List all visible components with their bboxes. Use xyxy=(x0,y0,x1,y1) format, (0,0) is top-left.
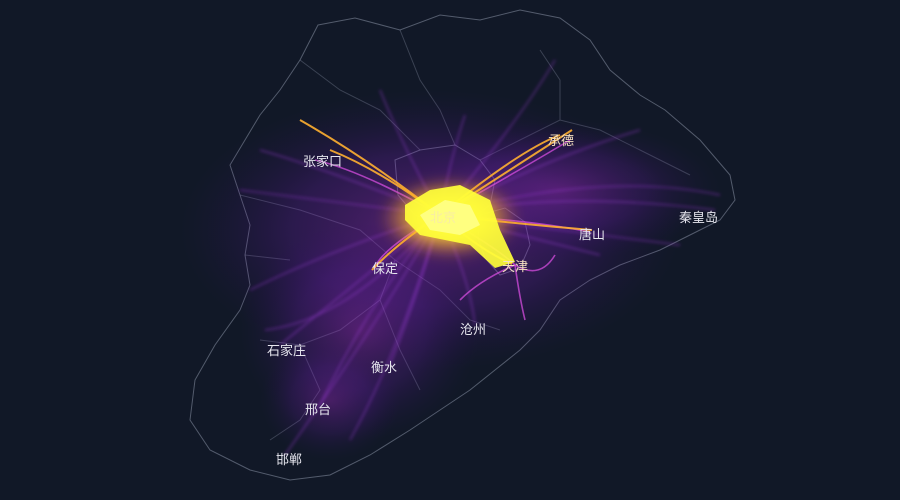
city-label-handan[interactable]: 邯郸 xyxy=(276,453,302,468)
city-label-tianjin[interactable]: 天津 xyxy=(502,260,528,275)
hub-core xyxy=(380,178,520,268)
city-label-chengde[interactable]: 承德 xyxy=(548,134,574,149)
city-label-baoding[interactable]: 保定 xyxy=(372,262,398,277)
city-label-shijiazhuang[interactable]: 石家庄 xyxy=(267,343,306,359)
city-label-xingtai[interactable]: 邢台 xyxy=(305,403,331,418)
city-label-tangshan[interactable]: 唐山 xyxy=(579,227,605,243)
city-labels: 张家口 承德 秦皇岛 唐山 天津 北京 保定 沧州 石家庄 衡水 邢台 邯郸 xyxy=(267,134,718,468)
city-label-zhangjiakou[interactable]: 张家口 xyxy=(303,154,342,170)
flow-haze xyxy=(180,90,720,460)
city-label-beijing[interactable]: 北京 xyxy=(430,211,456,226)
city-label-hengshui[interactable]: 衡水 xyxy=(371,361,397,376)
city-label-qinhuangdao[interactable]: 秦皇岛 xyxy=(679,210,718,226)
city-label-cangzhou[interactable]: 沧州 xyxy=(460,322,486,338)
